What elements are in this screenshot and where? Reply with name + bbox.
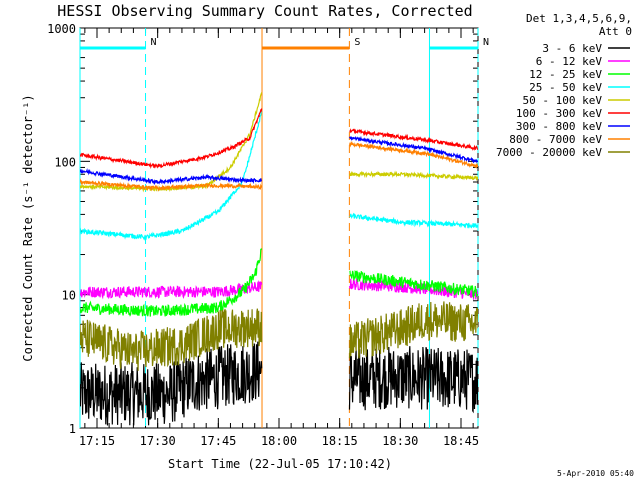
series-path <box>80 109 478 242</box>
x-axis-label: Start Time (22-Jul-05 17:10:42) <box>168 457 392 471</box>
x-tick-label: 17:15 <box>79 434 115 448</box>
series-line <box>80 109 478 242</box>
series-path <box>80 301 478 371</box>
legend-entry-label: 800 - 7000 keV <box>509 133 602 146</box>
series-path <box>80 341 478 426</box>
x-tick-label: 17:30 <box>140 434 176 448</box>
legend-entry-label: 100 - 300 keV <box>516 107 602 120</box>
series-path <box>80 278 478 300</box>
series-path <box>80 92 478 193</box>
series-line <box>80 135 478 186</box>
night-label: N <box>483 37 489 48</box>
y-tick-label: 1 <box>69 422 76 436</box>
legend-entry-label: 50 - 100 keV <box>523 94 603 107</box>
legend-entry-label: 12 - 25 keV <box>529 68 602 81</box>
legend-header-line1: Det 1,3,4,5,6,9, <box>526 12 632 25</box>
y-tick-label: 10 <box>62 289 76 303</box>
y-axis-label: Corrected Count Rate (s⁻¹ detector⁻¹) <box>21 94 35 361</box>
night-annotation: N <box>79 28 157 428</box>
legend-entry-label: 300 - 800 keV <box>516 120 602 133</box>
x-tick-label: 18:15 <box>322 434 358 448</box>
footer-timestamp: 5-Apr-2010 05:40 <box>557 469 634 478</box>
x-tick-label: 18:30 <box>382 434 418 448</box>
legend-entry-label: 25 - 50 keV <box>529 81 602 94</box>
x-tick-label: 18:45 <box>443 434 479 448</box>
chart-title: HESSI Observing Summary Count Rates, Cor… <box>57 2 472 20</box>
saa-label: S <box>354 37 360 48</box>
series-line <box>80 92 478 193</box>
series-path <box>80 248 478 317</box>
legend-header-line2: Att 0 <box>599 25 632 38</box>
series-line <box>80 341 478 426</box>
legend-entry-label: 7000 - 20000 keV <box>496 146 602 159</box>
y-tick-label: 100 <box>54 155 76 169</box>
plot-area: 1 10 100 1000 17:15 17:30 17:45 18:00 18:15 18:30… <box>47 22 489 448</box>
saa-annotation: S <box>261 28 360 428</box>
series-line <box>80 278 478 300</box>
legend-entry-label: 3 - 6 keV <box>542 42 602 55</box>
series-path <box>80 140 478 192</box>
series-path <box>80 108 478 169</box>
series-line <box>80 140 478 192</box>
series-line <box>80 301 478 371</box>
night-label: N <box>151 37 157 48</box>
x-tick-label: 18:00 <box>261 434 297 448</box>
y-tick-label: 1000 <box>47 22 76 36</box>
x-tick-label: 17:45 <box>200 434 236 448</box>
series-line <box>80 248 478 317</box>
legend-entry-label: 6 - 12 keV <box>536 55 603 68</box>
series-line <box>80 108 478 169</box>
series-path <box>80 135 478 186</box>
